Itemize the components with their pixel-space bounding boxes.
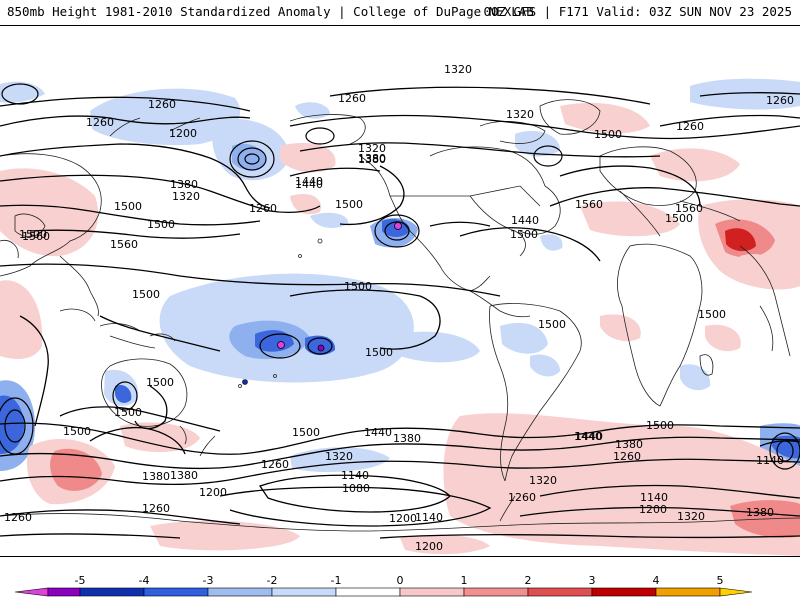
- contour-label: 1380: [615, 438, 643, 451]
- contour-label: 1080: [342, 482, 370, 495]
- colorbar-tick-label: 5: [717, 574, 724, 587]
- colorbar-segment: [527, 587, 593, 597]
- contour-label: 1260: [613, 450, 641, 463]
- contour-label: 1260: [249, 202, 277, 215]
- colorbar-segment: [399, 587, 465, 597]
- contour-label: 1440: [574, 430, 602, 443]
- colorbar-tick-label: 2: [525, 574, 532, 587]
- colorbar-tick-label: 4: [653, 574, 660, 587]
- contour-label: 1500: [114, 406, 142, 419]
- contour-label: 1500: [19, 228, 47, 241]
- colorbar-segments: [14, 587, 753, 597]
- contour-label: 1260: [4, 511, 32, 524]
- model-run-info: 00Z GFS | F171 Valid: 03Z SUN NOV 23 202…: [483, 4, 792, 19]
- contour-labels: 1320126012601200132012601320138014401380…: [4, 63, 794, 553]
- colorbar-tick-labels: -5 -4 -3 -2 -1 0 1 2 3 4 5: [75, 574, 724, 587]
- anomaly-colorbar: -5 -4 -3 -2 -1 0 1 2 3 4 5: [0, 572, 800, 600]
- contour-label: 1440: [295, 175, 323, 188]
- map-title: 850mb Height 1981-2010 Standardized Anom…: [7, 4, 534, 19]
- contour-label: 1200: [639, 503, 667, 516]
- colorbar-segment: [655, 587, 721, 597]
- contour-label: 1320: [325, 450, 353, 463]
- contour-label: 1380: [746, 506, 774, 519]
- contour-label: 1500: [132, 288, 160, 301]
- colorbar-tick-label: -3: [203, 574, 214, 587]
- contour-label: 1440: [295, 178, 323, 191]
- contour-label: 1560: [575, 198, 603, 211]
- contour-label: 1140: [640, 491, 668, 504]
- contour-label: 1380: [358, 152, 386, 165]
- contour-label: 1320: [172, 190, 200, 203]
- contour-label: 1260: [766, 94, 794, 107]
- contour-label: 1320: [358, 142, 386, 155]
- low-pressure-centers: [0, 83, 800, 470]
- contour-label: 1440: [511, 214, 539, 227]
- colorbar-tick-label: 3: [589, 574, 596, 587]
- contour-label: 1500: [147, 218, 175, 231]
- colorbar-tick-label: -5: [75, 574, 86, 587]
- colorbar-segment: [271, 587, 337, 597]
- colorbar-segment: [207, 587, 273, 597]
- contour-label: 1380: [393, 432, 421, 445]
- contour-label: 1260: [338, 92, 366, 105]
- contour-label: 1500: [114, 200, 142, 213]
- colorbar-segment: [591, 587, 657, 597]
- colorbar-tick-label: 0: [397, 574, 404, 587]
- contour-label: 1500: [146, 376, 174, 389]
- contour-label: 1260: [676, 120, 704, 133]
- contour-label: 1320: [444, 63, 472, 76]
- contour-label: 1500: [594, 128, 622, 141]
- colorbar-segment: [47, 587, 81, 597]
- contour-label: 1200: [415, 540, 443, 553]
- contour-label: 1140: [341, 469, 369, 482]
- contour-label: 1200: [199, 486, 227, 499]
- contour-label: 1260: [148, 98, 176, 111]
- colorbar-tick-label: -4: [139, 574, 150, 587]
- anomaly-map: 1320126012601200132012601320138014401380…: [0, 25, 800, 557]
- contour-label: 1500: [510, 228, 538, 241]
- contour-label: 1260: [86, 116, 114, 129]
- contour-label: 1500: [665, 212, 693, 225]
- colorbar-tick-label: -1: [331, 574, 342, 587]
- contour-label: 1260: [508, 491, 536, 504]
- contour-label: 1500: [698, 308, 726, 321]
- contour-label: 1440: [364, 426, 392, 439]
- colorbar-segment: [719, 587, 753, 597]
- contour-label: 1200: [169, 127, 197, 140]
- contour-label: 1560: [675, 202, 703, 215]
- contour-label: 1140: [415, 511, 443, 524]
- contour-label: 1560: [110, 238, 138, 251]
- contour-label: 1380: [358, 153, 386, 166]
- contour-label: 1500: [335, 198, 363, 211]
- contour-label: 1260: [261, 458, 289, 471]
- colorbar-segment: [463, 587, 529, 597]
- contour-label: 1320: [529, 474, 557, 487]
- height-contours: [0, 86, 800, 539]
- contour-label: 1500: [344, 280, 372, 293]
- contour-label: 1500: [63, 425, 91, 438]
- contour-label: 1500: [365, 346, 393, 359]
- contour-label: 1500: [646, 419, 674, 432]
- contour-label: 1380: [142, 470, 170, 483]
- contour-label: 1140: [756, 454, 784, 467]
- positive-anomaly-shading: [0, 102, 800, 556]
- contour-label: 1380: [170, 469, 198, 482]
- colorbar-tick-label: -2: [267, 574, 278, 587]
- colorbar-segment: [143, 587, 209, 597]
- colorbar-tick-label: 1: [461, 574, 468, 587]
- colorbar-segment: [335, 587, 401, 597]
- contour-label: 1500: [292, 426, 320, 439]
- colorbar-segment: [14, 587, 49, 597]
- contour-label: 1320: [506, 108, 534, 121]
- contour-label: 1500: [538, 318, 566, 331]
- contour-label: 1320: [677, 510, 705, 523]
- contour-label: 1200: [389, 512, 417, 525]
- contour-label: 1440: [575, 430, 603, 443]
- colorbar-segment: [79, 587, 145, 597]
- contour-label: 1380: [170, 178, 198, 191]
- contour-label: 1260: [142, 502, 170, 515]
- extreme-anomaly-dots: [242, 222, 402, 385]
- contour-label: 1560: [22, 230, 50, 243]
